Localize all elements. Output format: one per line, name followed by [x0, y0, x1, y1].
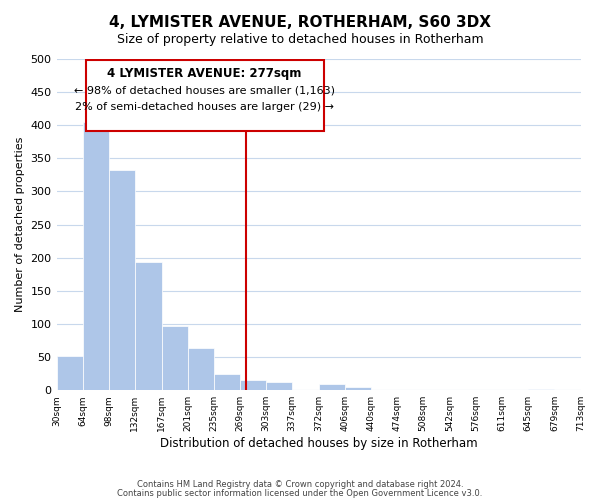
Text: 4, LYMISTER AVENUE, ROTHERHAM, S60 3DX: 4, LYMISTER AVENUE, ROTHERHAM, S60 3DX [109, 15, 491, 30]
Bar [135, 262, 161, 390]
Bar [240, 380, 266, 390]
Bar [161, 326, 188, 390]
Bar [214, 374, 240, 390]
Bar [109, 170, 135, 390]
Bar [266, 382, 292, 390]
Text: Contains public sector information licensed under the Open Government Licence v3: Contains public sector information licen… [118, 488, 482, 498]
Text: 4 LYMISTER AVENUE: 277sqm: 4 LYMISTER AVENUE: 277sqm [107, 67, 302, 80]
Bar [529, 389, 554, 390]
Text: Size of property relative to detached houses in Rotherham: Size of property relative to detached ho… [116, 32, 484, 46]
Text: ← 98% of detached houses are smaller (1,163): ← 98% of detached houses are smaller (1,… [74, 85, 335, 95]
Text: 2% of semi-detached houses are larger (29) →: 2% of semi-detached houses are larger (2… [75, 102, 334, 112]
Bar [83, 122, 109, 390]
Bar [188, 348, 214, 390]
FancyBboxPatch shape [86, 60, 323, 130]
Bar [319, 384, 345, 390]
Text: Contains HM Land Registry data © Crown copyright and database right 2024.: Contains HM Land Registry data © Crown c… [137, 480, 463, 489]
Y-axis label: Number of detached properties: Number of detached properties [15, 137, 25, 312]
X-axis label: Distribution of detached houses by size in Rotherham: Distribution of detached houses by size … [160, 437, 478, 450]
Bar [345, 387, 371, 390]
Bar [56, 356, 83, 390]
